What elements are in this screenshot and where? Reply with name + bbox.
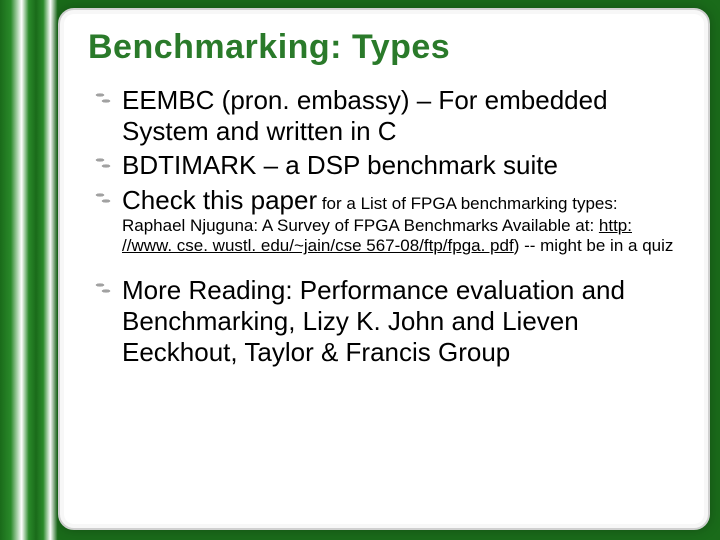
bullet-text: BDTIMARK – a DSP benchmark suite [122,150,558,180]
slide-frame: Benchmarking: Types EEMBC (pron. embassy… [58,8,710,530]
bullet-list: EEMBC (pron. embassy) – For embedded Sys… [88,85,684,367]
bullet-subtext-after: ) -- might be in a quiz [514,236,674,255]
bullet-text: EEMBC (pron. embassy) – For embedded Sys… [122,85,608,146]
slide-title: Benchmarking: Types [88,28,684,67]
bullet-item: More Reading: Performance evaluation and… [88,275,684,367]
bullet-item: EEMBC (pron. embassy) – For embedded Sys… [88,85,684,146]
spacer [88,261,684,275]
bullet-item: BDTIMARK – a DSP benchmark suite [88,150,684,181]
bullet-item: Check this paper for a List of FPGA benc… [88,185,684,257]
bullet-text: Check this paper [122,185,317,215]
bullet-text: More Reading: Performance evaluation and… [122,275,625,366]
